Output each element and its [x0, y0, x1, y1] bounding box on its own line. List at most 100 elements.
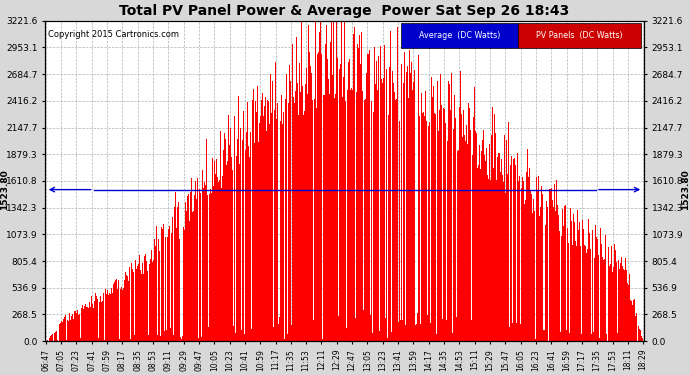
Bar: [592, 230, 593, 341]
Bar: [298, 116, 299, 341]
Bar: [279, 317, 280, 341]
Bar: [228, 123, 229, 341]
Bar: [181, 339, 182, 341]
Bar: [147, 271, 148, 341]
Bar: [352, 90, 353, 341]
Bar: [488, 179, 489, 341]
Bar: [503, 182, 504, 341]
Bar: [300, 92, 301, 341]
Bar: [270, 74, 271, 341]
Bar: [604, 246, 605, 341]
Bar: [190, 192, 191, 341]
Bar: [415, 325, 416, 341]
Bar: [486, 147, 487, 341]
Bar: [102, 301, 103, 341]
Bar: [56, 331, 57, 341]
Bar: [128, 282, 129, 341]
Bar: [285, 119, 286, 341]
Bar: [187, 230, 188, 341]
Bar: [278, 324, 279, 341]
Bar: [144, 255, 145, 341]
Bar: [521, 188, 522, 341]
Bar: [251, 329, 252, 341]
Bar: [287, 334, 288, 341]
Bar: [291, 325, 292, 341]
Bar: [336, 7, 337, 341]
Bar: [322, 339, 323, 341]
Bar: [334, 98, 335, 341]
Bar: [380, 46, 381, 341]
Bar: [175, 192, 176, 341]
Bar: [427, 315, 428, 341]
Bar: [492, 106, 493, 341]
Bar: [358, 48, 359, 341]
Bar: [335, 94, 336, 341]
Bar: [613, 254, 614, 341]
Bar: [214, 192, 215, 341]
Bar: [467, 144, 468, 341]
Bar: [116, 272, 117, 341]
Bar: [199, 189, 200, 341]
Bar: [92, 308, 93, 341]
Bar: [376, 61, 377, 341]
Bar: [259, 123, 260, 341]
Bar: [229, 146, 230, 341]
Bar: [507, 174, 509, 341]
Bar: [579, 222, 580, 341]
Bar: [211, 193, 212, 341]
Bar: [453, 101, 455, 341]
Bar: [574, 222, 575, 341]
Bar: [204, 182, 205, 341]
Bar: [282, 124, 283, 341]
FancyBboxPatch shape: [518, 23, 641, 48]
Bar: [172, 213, 173, 341]
Bar: [413, 82, 414, 341]
Bar: [97, 299, 98, 341]
Bar: [321, 72, 322, 341]
Bar: [230, 128, 231, 341]
Bar: [372, 333, 373, 341]
Bar: [535, 339, 536, 341]
Bar: [547, 207, 548, 341]
Bar: [531, 194, 532, 341]
Bar: [504, 135, 505, 341]
Bar: [299, 87, 300, 341]
Bar: [520, 324, 521, 341]
Bar: [177, 207, 178, 341]
Bar: [149, 264, 150, 341]
Bar: [113, 284, 114, 341]
Bar: [168, 229, 169, 341]
Bar: [395, 100, 396, 341]
Bar: [196, 328, 197, 341]
Bar: [151, 250, 152, 341]
Bar: [532, 213, 533, 341]
Bar: [594, 258, 595, 341]
Bar: [469, 108, 470, 341]
Bar: [215, 174, 216, 341]
Bar: [460, 71, 461, 341]
Bar: [245, 150, 246, 341]
Bar: [77, 316, 78, 341]
Bar: [152, 262, 153, 341]
Bar: [284, 339, 285, 341]
Bar: [595, 254, 596, 341]
Bar: [459, 107, 460, 341]
Bar: [538, 176, 539, 341]
Bar: [136, 269, 137, 341]
Bar: [180, 337, 181, 341]
Bar: [511, 156, 512, 341]
Bar: [222, 176, 223, 341]
Bar: [572, 204, 573, 341]
Bar: [66, 340, 67, 341]
Bar: [635, 316, 636, 341]
Bar: [288, 103, 289, 341]
Bar: [589, 233, 590, 341]
Bar: [377, 90, 378, 341]
Bar: [435, 78, 437, 341]
Bar: [602, 256, 603, 341]
Bar: [80, 338, 81, 341]
Bar: [345, 101, 346, 341]
Bar: [591, 334, 592, 341]
Bar: [314, 99, 315, 341]
Bar: [86, 301, 87, 341]
